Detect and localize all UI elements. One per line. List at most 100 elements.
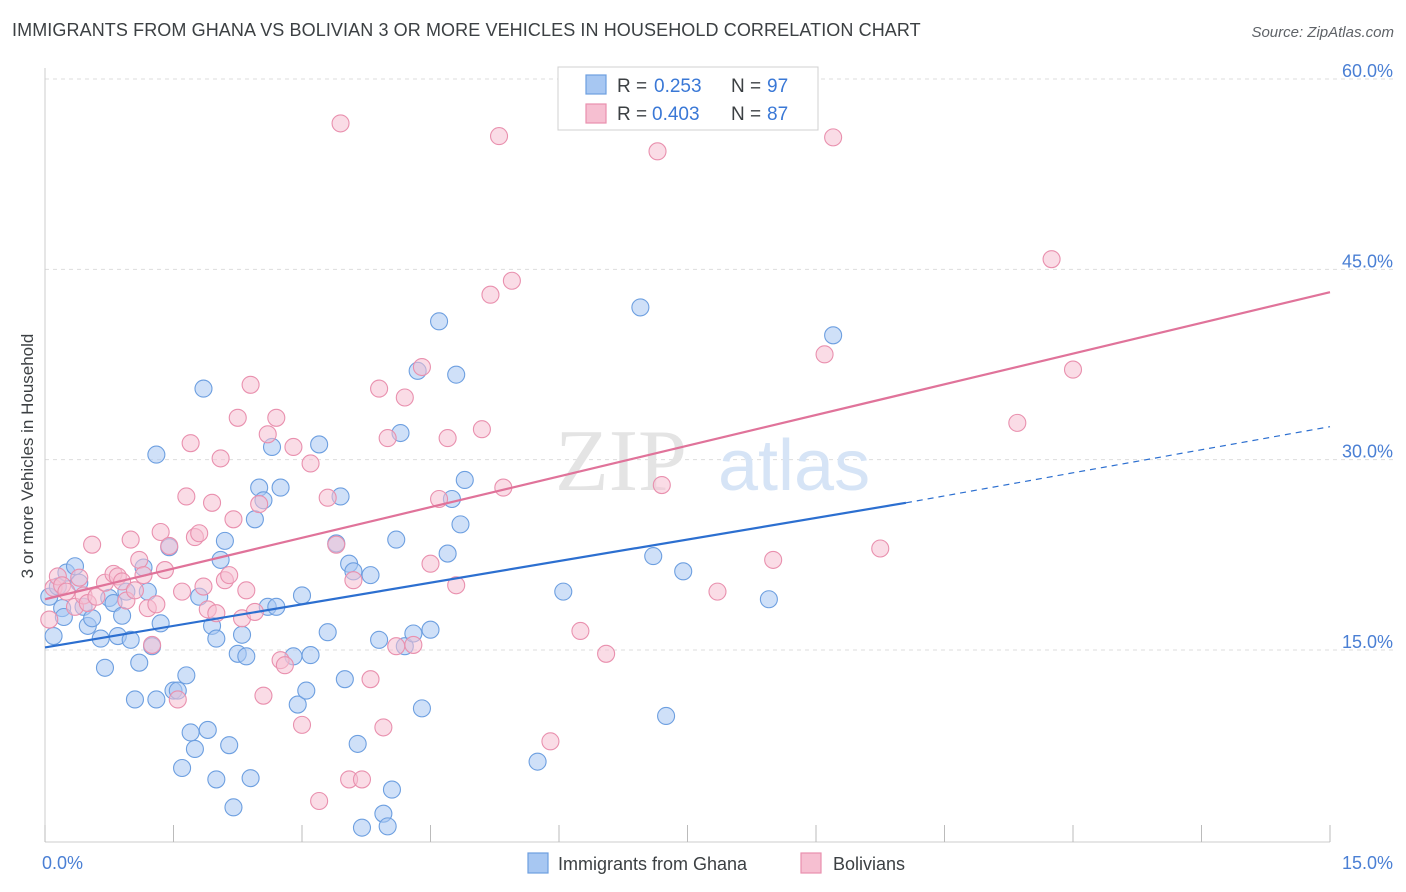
- bolivian-point-81: [648, 142, 667, 161]
- bolivian-points: [40, 114, 1083, 811]
- legend-stats: R = 0.253 N = 97 R = 0.403 N = 87: [557, 66, 819, 131]
- ghana-point-56: [288, 695, 307, 714]
- bolivian-point-75: [489, 127, 509, 146]
- legend-blue-r-value: 0.253: [654, 76, 702, 97]
- ghana-point-61: [318, 623, 337, 642]
- legend-ghana-label: Immigrants from Ghana: [558, 854, 748, 874]
- bolivian-point-50: [275, 656, 294, 675]
- bolivian-point-23: [151, 522, 170, 542]
- x-tick-label-0: 0.0%: [42, 853, 83, 873]
- ghana-point-25: [147, 445, 166, 464]
- ghana-point-73: [382, 780, 402, 799]
- bolivian-point-63: [374, 718, 393, 737]
- y-tick-label-2: 45.0%: [1342, 251, 1393, 271]
- bolivian-point-53: [301, 454, 320, 473]
- ghana-point-1: [44, 626, 63, 646]
- ghana-point-18: [121, 630, 140, 649]
- bolivian-point-57: [331, 114, 350, 133]
- bolivian-point-74: [481, 285, 500, 304]
- ghana-point-19: [125, 690, 144, 709]
- bolivian-point-36: [211, 449, 230, 468]
- bolivian-point-88: [1008, 413, 1027, 432]
- bolivian-point-22: [147, 595, 166, 614]
- ghana-point-64: [335, 670, 354, 689]
- bolivian-point-26: [168, 690, 187, 709]
- chart-title: IMMIGRANTS FROM GHANA VS BOLIVIAN 3 OR M…: [12, 20, 921, 40]
- ghana-point-39: [207, 770, 226, 789]
- ghana-point-42: [220, 736, 239, 755]
- y-tick-label-1: 30.0%: [1342, 442, 1393, 462]
- bolivian-point-90: [1063, 360, 1083, 379]
- y-tick-label-3: 60.0%: [1342, 61, 1393, 81]
- y-tick-label-0: 15.0%: [1342, 632, 1393, 652]
- watermark: ZIP atlas: [555, 413, 870, 510]
- bolivian-point-67: [404, 635, 423, 654]
- legend-ghana-swatch: [527, 852, 549, 874]
- ghana-point-38: [207, 629, 226, 648]
- legend-blue-n-value: 97: [767, 76, 788, 97]
- bolivian-point-18: [130, 550, 149, 569]
- ghana-point-36: [198, 720, 217, 739]
- bolivian-point-17: [125, 581, 144, 600]
- bolivian-point-40: [228, 408, 247, 427]
- bolivian-point-21: [143, 635, 162, 654]
- ghana-point-79: [412, 699, 431, 718]
- bolivian-point-60: [352, 770, 372, 789]
- ghana-point-40: [211, 550, 230, 569]
- legend-bolivians-swatch: [800, 852, 822, 874]
- bolivian-point-71: [438, 429, 457, 448]
- bolivian-point-85: [815, 345, 834, 364]
- ghana-point-46: [237, 647, 256, 666]
- bolivian-point-6: [70, 568, 89, 587]
- ghana-point-94: [824, 326, 843, 345]
- ghana-point-48: [245, 510, 264, 529]
- legend-pink-r-value: 0.403: [652, 104, 700, 125]
- bolivian-point-10: [87, 587, 106, 606]
- ghana-point-59: [301, 646, 320, 665]
- legend-series: Immigrants from Ghana Bolivians: [527, 852, 905, 874]
- bolivian-point-82: [652, 475, 671, 495]
- legend-bolivians-label: Bolivians: [833, 854, 905, 874]
- ghana-point-41: [215, 531, 234, 550]
- bolivian-point-84: [764, 550, 783, 569]
- ghana-point-58: [297, 681, 316, 700]
- gridlines: [45, 78, 1395, 651]
- ghana-point-16: [113, 606, 132, 625]
- ghana-point-12: [95, 658, 115, 677]
- ghana-point-69: [361, 566, 380, 585]
- bolivian-point-64: [378, 429, 397, 448]
- ghana-point-67: [348, 734, 367, 753]
- bolivian-point-80: [597, 644, 616, 663]
- ghana-point-90: [644, 547, 663, 566]
- ghana-point-72: [378, 817, 397, 836]
- bolivian-point-47: [258, 425, 277, 444]
- bolivian-point-34: [203, 493, 222, 512]
- ghana-point-45: [232, 625, 252, 644]
- ghana-point-74: [387, 530, 406, 549]
- bolivian-point-27: [173, 582, 192, 601]
- legend-pink-r-label: R =: [617, 104, 647, 125]
- ghana-point-35: [194, 379, 213, 398]
- axes: [44, 68, 1331, 843]
- ghana-point-82: [438, 544, 457, 563]
- bolivian-point-56: [327, 535, 346, 554]
- ghana-point-57: [292, 586, 312, 605]
- ghana-point-89: [631, 298, 650, 317]
- bolivian-point-72: [447, 576, 466, 595]
- ghana-point-93: [759, 590, 778, 609]
- bolivian-point-66: [395, 388, 414, 407]
- x-tick-label-1: 15.0%: [1342, 853, 1393, 873]
- bolivian-point-54: [310, 791, 329, 811]
- bolivian-point-29: [181, 434, 200, 453]
- bolivian-point-31: [190, 524, 209, 543]
- bolivian-point-42: [237, 581, 256, 600]
- ghana-point-20: [130, 653, 149, 672]
- bolivian-point-9: [83, 535, 102, 554]
- bolivian-point-52: [292, 715, 312, 734]
- y-axis-label: 3 or more Vehicles in Household: [18, 334, 37, 579]
- bolivian-point-32: [194, 577, 213, 596]
- ghana-point-10: [83, 609, 102, 628]
- bolivian-point-46: [254, 686, 273, 705]
- ghana-point-81: [430, 312, 449, 331]
